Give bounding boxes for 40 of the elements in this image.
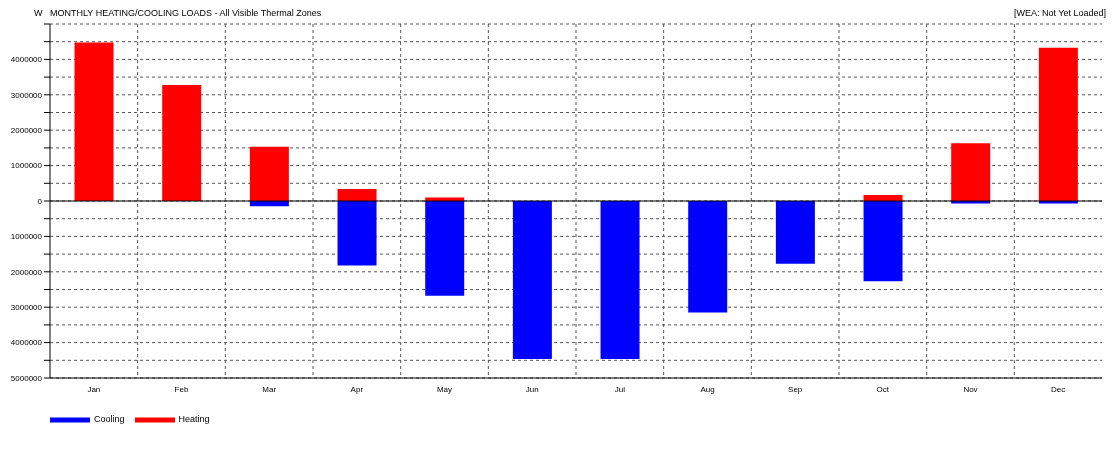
text: [WEA: Not Yet Loaded] (1013, 8, 1106, 20)
x-tick-label: Apr (350, 384, 364, 394)
x-tick-label: Oct (876, 384, 890, 394)
bar (688, 201, 728, 313)
x-tick-label: Mar (262, 384, 277, 394)
y-tick-label: 1000000 (10, 232, 43, 242)
legend-label: Heating (178, 414, 210, 425)
y-tick-label: 0 (37, 196, 43, 206)
chart-title: MONTHLY HEATING/COOLING LOADS - All Visible Thermal Zones (50, 8, 322, 20)
y-tick-label: 5000000 (10, 373, 43, 383)
y-tick-label: 3000000 (10, 90, 43, 100)
x-tick-label: Jun (525, 384, 539, 394)
y-axis-title: W (34, 8, 43, 18)
bar (512, 201, 552, 359)
x-tick-label: May (436, 384, 453, 394)
x-tick-label: Aug (700, 384, 715, 394)
bar (425, 201, 465, 296)
x-tick-label: Feb (174, 384, 189, 394)
bar (162, 84, 202, 201)
y-tick-label: 3000000 (10, 303, 43, 313)
bar (863, 201, 903, 282)
bar (337, 188, 377, 201)
bar (1038, 47, 1078, 201)
x-tick-label: Jul (614, 384, 626, 394)
bar (951, 143, 991, 201)
y-tick-label: 2000000 (10, 126, 43, 136)
y-tick-label: 1000000 (10, 161, 43, 171)
y-tick-label: 4000000 (10, 338, 43, 348)
x-tick-label: Nov (963, 384, 978, 394)
legend-label: Cooling (94, 414, 125, 425)
x-tick-label: Dec (1051, 384, 1066, 394)
x-tick-label: Jan (87, 384, 101, 394)
bar (600, 201, 640, 359)
bar (775, 201, 815, 264)
bar (249, 146, 289, 201)
bar (74, 42, 114, 201)
y-tick-label: 2000000 (10, 267, 43, 277)
bar (337, 201, 377, 266)
y-tick-label: 4000000 (10, 55, 43, 65)
x-tick-label: Sep (788, 384, 803, 394)
